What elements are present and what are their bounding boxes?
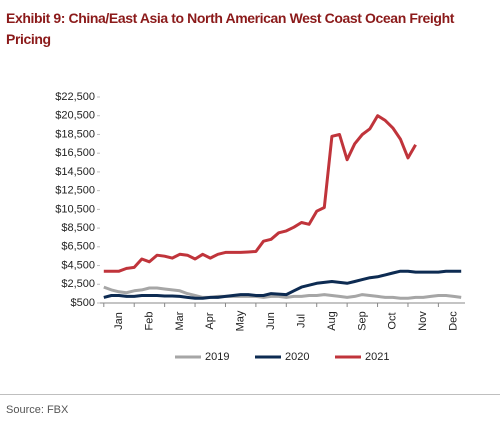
- x-tick-label: Oct: [387, 312, 399, 329]
- series-line: [103, 285, 462, 300]
- x-tick-label: May: [235, 310, 247, 331]
- x-tick-label: Jun: [265, 312, 277, 330]
- legend-label: 2020: [285, 351, 309, 363]
- y-tick-label: $14,500: [55, 166, 95, 178]
- x-tick-label: Jan: [113, 312, 125, 330]
- legend-label: 2021: [365, 351, 389, 363]
- x-tick-label: Sep: [356, 311, 368, 331]
- y-tick-label: $6,500: [61, 241, 95, 253]
- x-tick-label: Feb: [143, 312, 155, 331]
- y-tick-label: $18,500: [55, 128, 95, 140]
- y-tick-label: $16,500: [55, 147, 95, 159]
- x-tick-label: Apr: [204, 312, 216, 329]
- x-tick-label: Mar: [174, 311, 186, 330]
- legend-label: 2019: [205, 351, 229, 363]
- y-tick-label: $4,500: [61, 259, 95, 271]
- series-line: [103, 269, 462, 300]
- y-tick-label: $22,500: [55, 91, 95, 103]
- x-tick-label: Dec: [448, 311, 460, 331]
- y-tick-label: $2,500: [61, 278, 95, 290]
- separator: [0, 394, 500, 395]
- series-line: [103, 114, 417, 273]
- y-tick-label: $12,500: [55, 185, 95, 197]
- chart-title: Exhibit 9: China/East Asia to North Amer…: [6, 10, 454, 47]
- x-tick-label: Aug: [326, 311, 338, 331]
- x-tick-label: Nov: [417, 311, 429, 331]
- chart: $500 $2,500 $4,500 $6,500 $8,500 $10,500 $12,5…: [55, 91, 465, 363]
- y-tick-label: $10,500: [55, 203, 95, 215]
- y-tick-label: $8,500: [61, 222, 95, 234]
- source: Source: FBX: [6, 404, 69, 416]
- y-tick-label: $20,500: [55, 110, 95, 122]
- y-tick-label: $500: [71, 297, 95, 309]
- x-tick-label: Jul: [295, 314, 307, 328]
